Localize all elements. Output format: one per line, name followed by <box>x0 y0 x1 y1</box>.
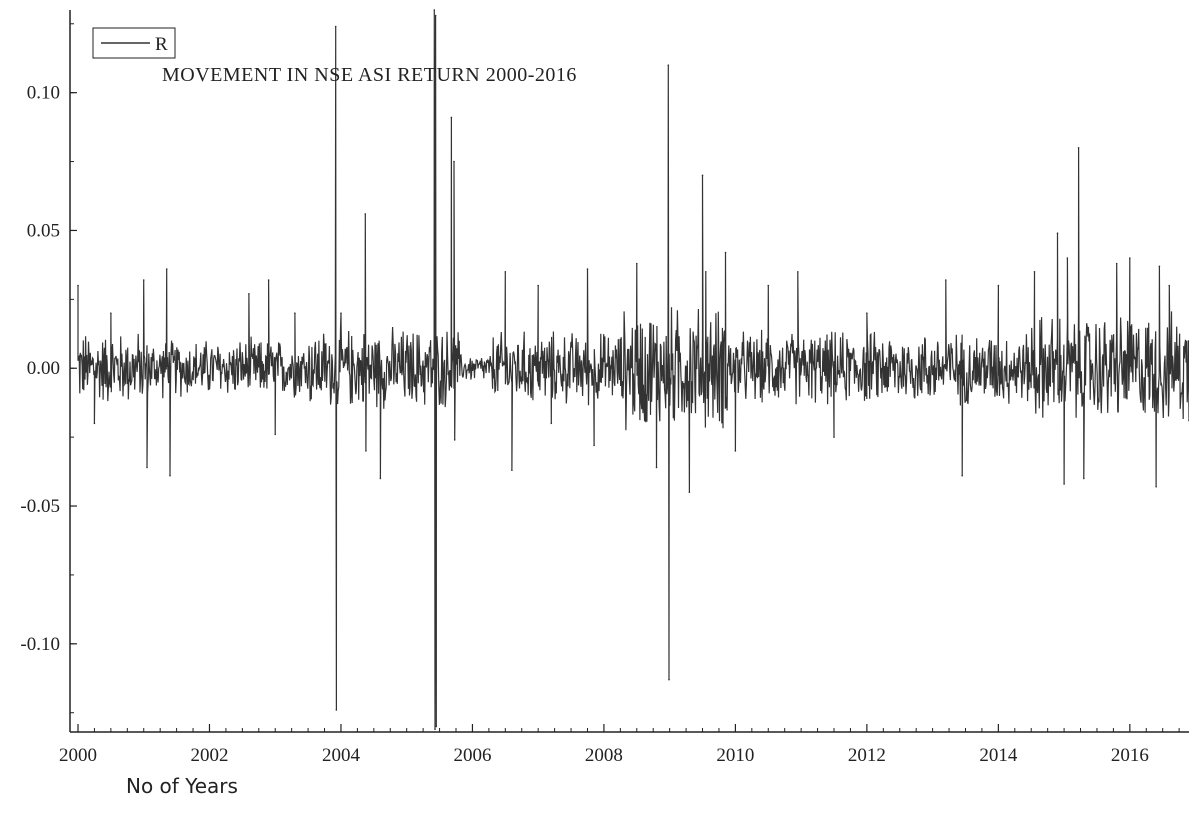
series-r-point <box>1066 257 1069 259</box>
series-r-point <box>434 14 437 17</box>
x-tick-label: 2002 <box>190 745 228 766</box>
series-r-point <box>593 444 595 447</box>
series-r-point <box>169 474 171 477</box>
series-r-point <box>997 284 1000 287</box>
series-r-point <box>142 279 145 281</box>
series-r-point <box>248 293 250 295</box>
series-r-line <box>77 9 1189 731</box>
y-ticks: 0.10 0.05 0.00 -0.05 -0.10 <box>20 23 77 714</box>
series-r-point <box>668 678 670 681</box>
series-r-point <box>434 728 436 731</box>
series-r-point <box>334 25 337 28</box>
series-r-point <box>294 312 296 314</box>
x-tick-label: 2014 <box>979 745 1018 766</box>
x-tick-label: 2006 <box>453 745 491 766</box>
series-r-point <box>1063 483 1065 485</box>
series-r-point <box>146 466 148 469</box>
series-r-point <box>511 469 513 472</box>
series-r-point <box>537 284 539 287</box>
series-r-point <box>274 433 277 436</box>
series-r-point <box>1077 146 1080 149</box>
x-tick-label: 2004 <box>322 745 361 766</box>
series-r-point <box>705 270 707 273</box>
axes <box>69 10 1189 733</box>
series-r-point <box>433 9 436 11</box>
series-r-point <box>1115 262 1118 265</box>
series-r-point <box>701 174 704 177</box>
x-tick-label: 2016 <box>1111 745 1149 766</box>
series-r-point <box>110 312 112 314</box>
series-r-point <box>93 422 96 425</box>
x-ticks: 2000 2002 2004 2006 2008 2010 2012 2014 2016 <box>59 724 1180 766</box>
series-r-point <box>77 284 79 287</box>
series-r-point <box>655 466 658 469</box>
series-r-point <box>364 213 367 215</box>
series-r-point <box>435 725 438 728</box>
y-tick-label: -0.05 <box>20 496 60 517</box>
series-r-point <box>767 284 770 287</box>
series-r-point <box>365 450 367 452</box>
series-r-point <box>379 477 382 480</box>
x-tick-label: 2008 <box>585 745 623 766</box>
y-tick-label: -0.10 <box>20 634 60 655</box>
series-r-point <box>267 279 270 281</box>
series-r-point <box>550 422 553 425</box>
x-tick-label: 2000 <box>59 745 97 766</box>
series-r-point <box>450 116 453 119</box>
legend-label-r: R <box>155 34 168 55</box>
series-r-point <box>1083 477 1085 480</box>
chart-title: MOVEMENT IN NSE ASI RETURN 2000-2016 <box>162 64 577 86</box>
series-r-point <box>833 436 835 438</box>
legend: R <box>92 27 176 59</box>
x-tick-label: 2012 <box>848 745 886 766</box>
series-r-point <box>1056 232 1059 235</box>
series-r-point <box>688 491 691 494</box>
series-r-point <box>1155 485 1157 488</box>
series-r-point <box>453 160 455 163</box>
series-r-point <box>1129 257 1131 259</box>
series-r-point <box>453 439 456 441</box>
series-r-path <box>77 9 1189 730</box>
series-r-point <box>340 312 342 314</box>
series-r-point <box>1158 265 1161 268</box>
series-r-point <box>335 709 338 711</box>
y-tick-label: 0.10 <box>27 83 60 104</box>
series-r-point <box>1168 284 1171 287</box>
series-r-point <box>165 268 168 270</box>
series-r-point <box>724 251 727 254</box>
series-r-point <box>667 64 670 66</box>
series-r-point <box>866 312 868 314</box>
y-tick-label: 0.00 <box>27 358 60 379</box>
series-r-point <box>635 262 638 265</box>
x-tick-label: 2010 <box>716 745 754 766</box>
series-r-point <box>734 450 737 452</box>
series-r-point <box>944 279 947 281</box>
series-r-point <box>586 268 589 270</box>
series-r-point <box>961 474 963 477</box>
series-r-point <box>504 270 507 273</box>
y-tick-label: 0.05 <box>27 220 60 241</box>
series-r-point <box>1033 270 1036 273</box>
x-axis-label: No of Years <box>126 774 238 798</box>
series-r-point <box>797 270 799 273</box>
